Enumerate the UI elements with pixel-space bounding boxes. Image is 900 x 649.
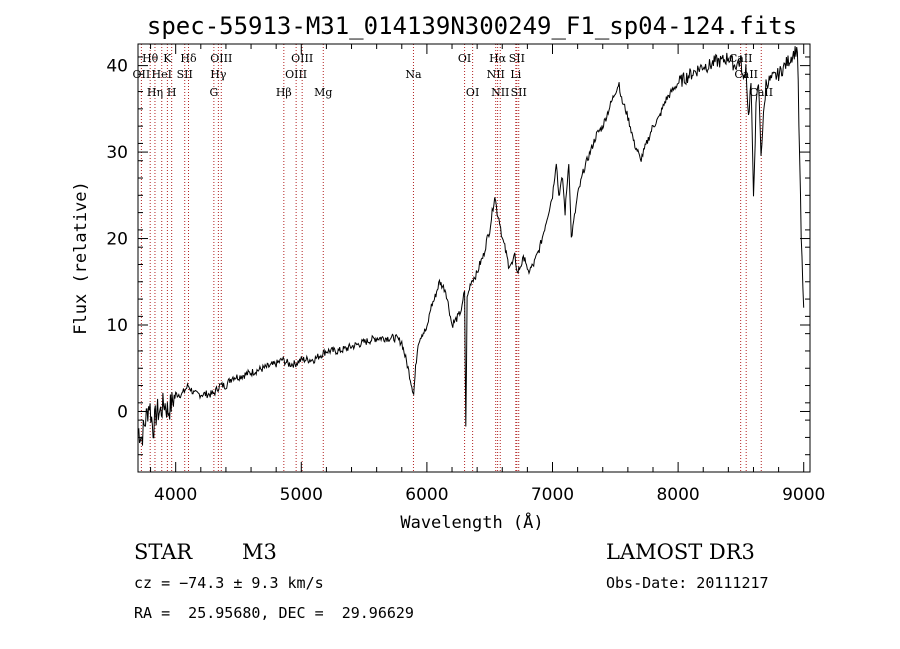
x-tick-label-3: 7000 xyxy=(531,485,574,505)
line-marker-label-17: OI xyxy=(466,86,479,99)
line-marker-label-0: Hθ xyxy=(142,52,159,65)
ra-dec: RA = 25.95680, DEC = 29.96629 xyxy=(134,604,414,622)
obs-date: Obs-Date: 20111217 xyxy=(606,574,769,592)
line-marker-label-19: NII xyxy=(487,68,505,81)
line-marker-label-12: OIII xyxy=(285,68,307,81)
line-marker-label-14: Mg xyxy=(314,86,332,99)
x-tick-label-2: 6000 xyxy=(405,485,448,505)
emission-line-markers xyxy=(140,44,762,472)
line-marker-label-2: Hη xyxy=(147,86,163,99)
line-marker-label-4: HeI xyxy=(152,68,172,81)
object-subclass: M3 xyxy=(242,540,277,564)
spectrum-series-line xyxy=(137,46,805,446)
x-axis-label: Wavelength (Å) xyxy=(400,511,543,533)
line-marker-label-6: SII xyxy=(177,68,193,81)
x-tick-label-4: 8000 xyxy=(656,485,699,505)
x-tick-label-1: 5000 xyxy=(280,485,323,505)
line-marker-label-5: H xyxy=(167,86,177,99)
line-marker-label-15: Na xyxy=(405,68,422,81)
y-tick-label-3: 30 xyxy=(106,143,128,163)
y-tick-label-2: 20 xyxy=(106,230,128,250)
line-marker-label-22: Li xyxy=(510,68,521,81)
object-class: STAR xyxy=(134,540,193,564)
line-marker-label-7: Hδ xyxy=(180,52,197,65)
line-marker-label-9: Hγ xyxy=(210,68,227,81)
line-marker-label-3: K xyxy=(163,52,172,65)
redshift-cz: cz = −74.3 ± 9.3 km/s xyxy=(134,574,324,592)
line-marker-label-20: NII xyxy=(491,86,509,99)
line-marker-label-18: Hα xyxy=(489,52,507,65)
chart-title: spec-55913-M31_014139N300249_F1_sp04-124… xyxy=(147,12,797,40)
y-tick-label-0: 0 xyxy=(117,402,128,422)
line-marker-label-21: SII xyxy=(509,52,525,65)
y-axis-label: Flux (relative) xyxy=(71,181,91,335)
line-marker-label-11: OIII xyxy=(291,52,313,65)
y-tick-label-1: 10 xyxy=(106,316,128,336)
line-marker-label-10: G xyxy=(209,86,218,99)
axis-ticks: 4000 5000 6000 7000 8000 9000 0 10 20 30 40 xyxy=(106,44,825,505)
plot-frame xyxy=(137,43,811,473)
line-marker-label-26: CaII xyxy=(749,86,773,99)
line-marker-label-13: Hβ xyxy=(276,86,292,99)
line-marker-label-23: SII xyxy=(511,86,527,99)
line-marker-label-16: OI xyxy=(458,52,471,65)
line-marker-label-8: OIII xyxy=(210,52,232,65)
survey-name: LAMOST DR3 xyxy=(606,540,755,564)
x-tick-label-0: 4000 xyxy=(154,485,197,505)
x-tick-label-5: 9000 xyxy=(782,485,825,505)
y-tick-label-4: 40 xyxy=(106,57,128,77)
